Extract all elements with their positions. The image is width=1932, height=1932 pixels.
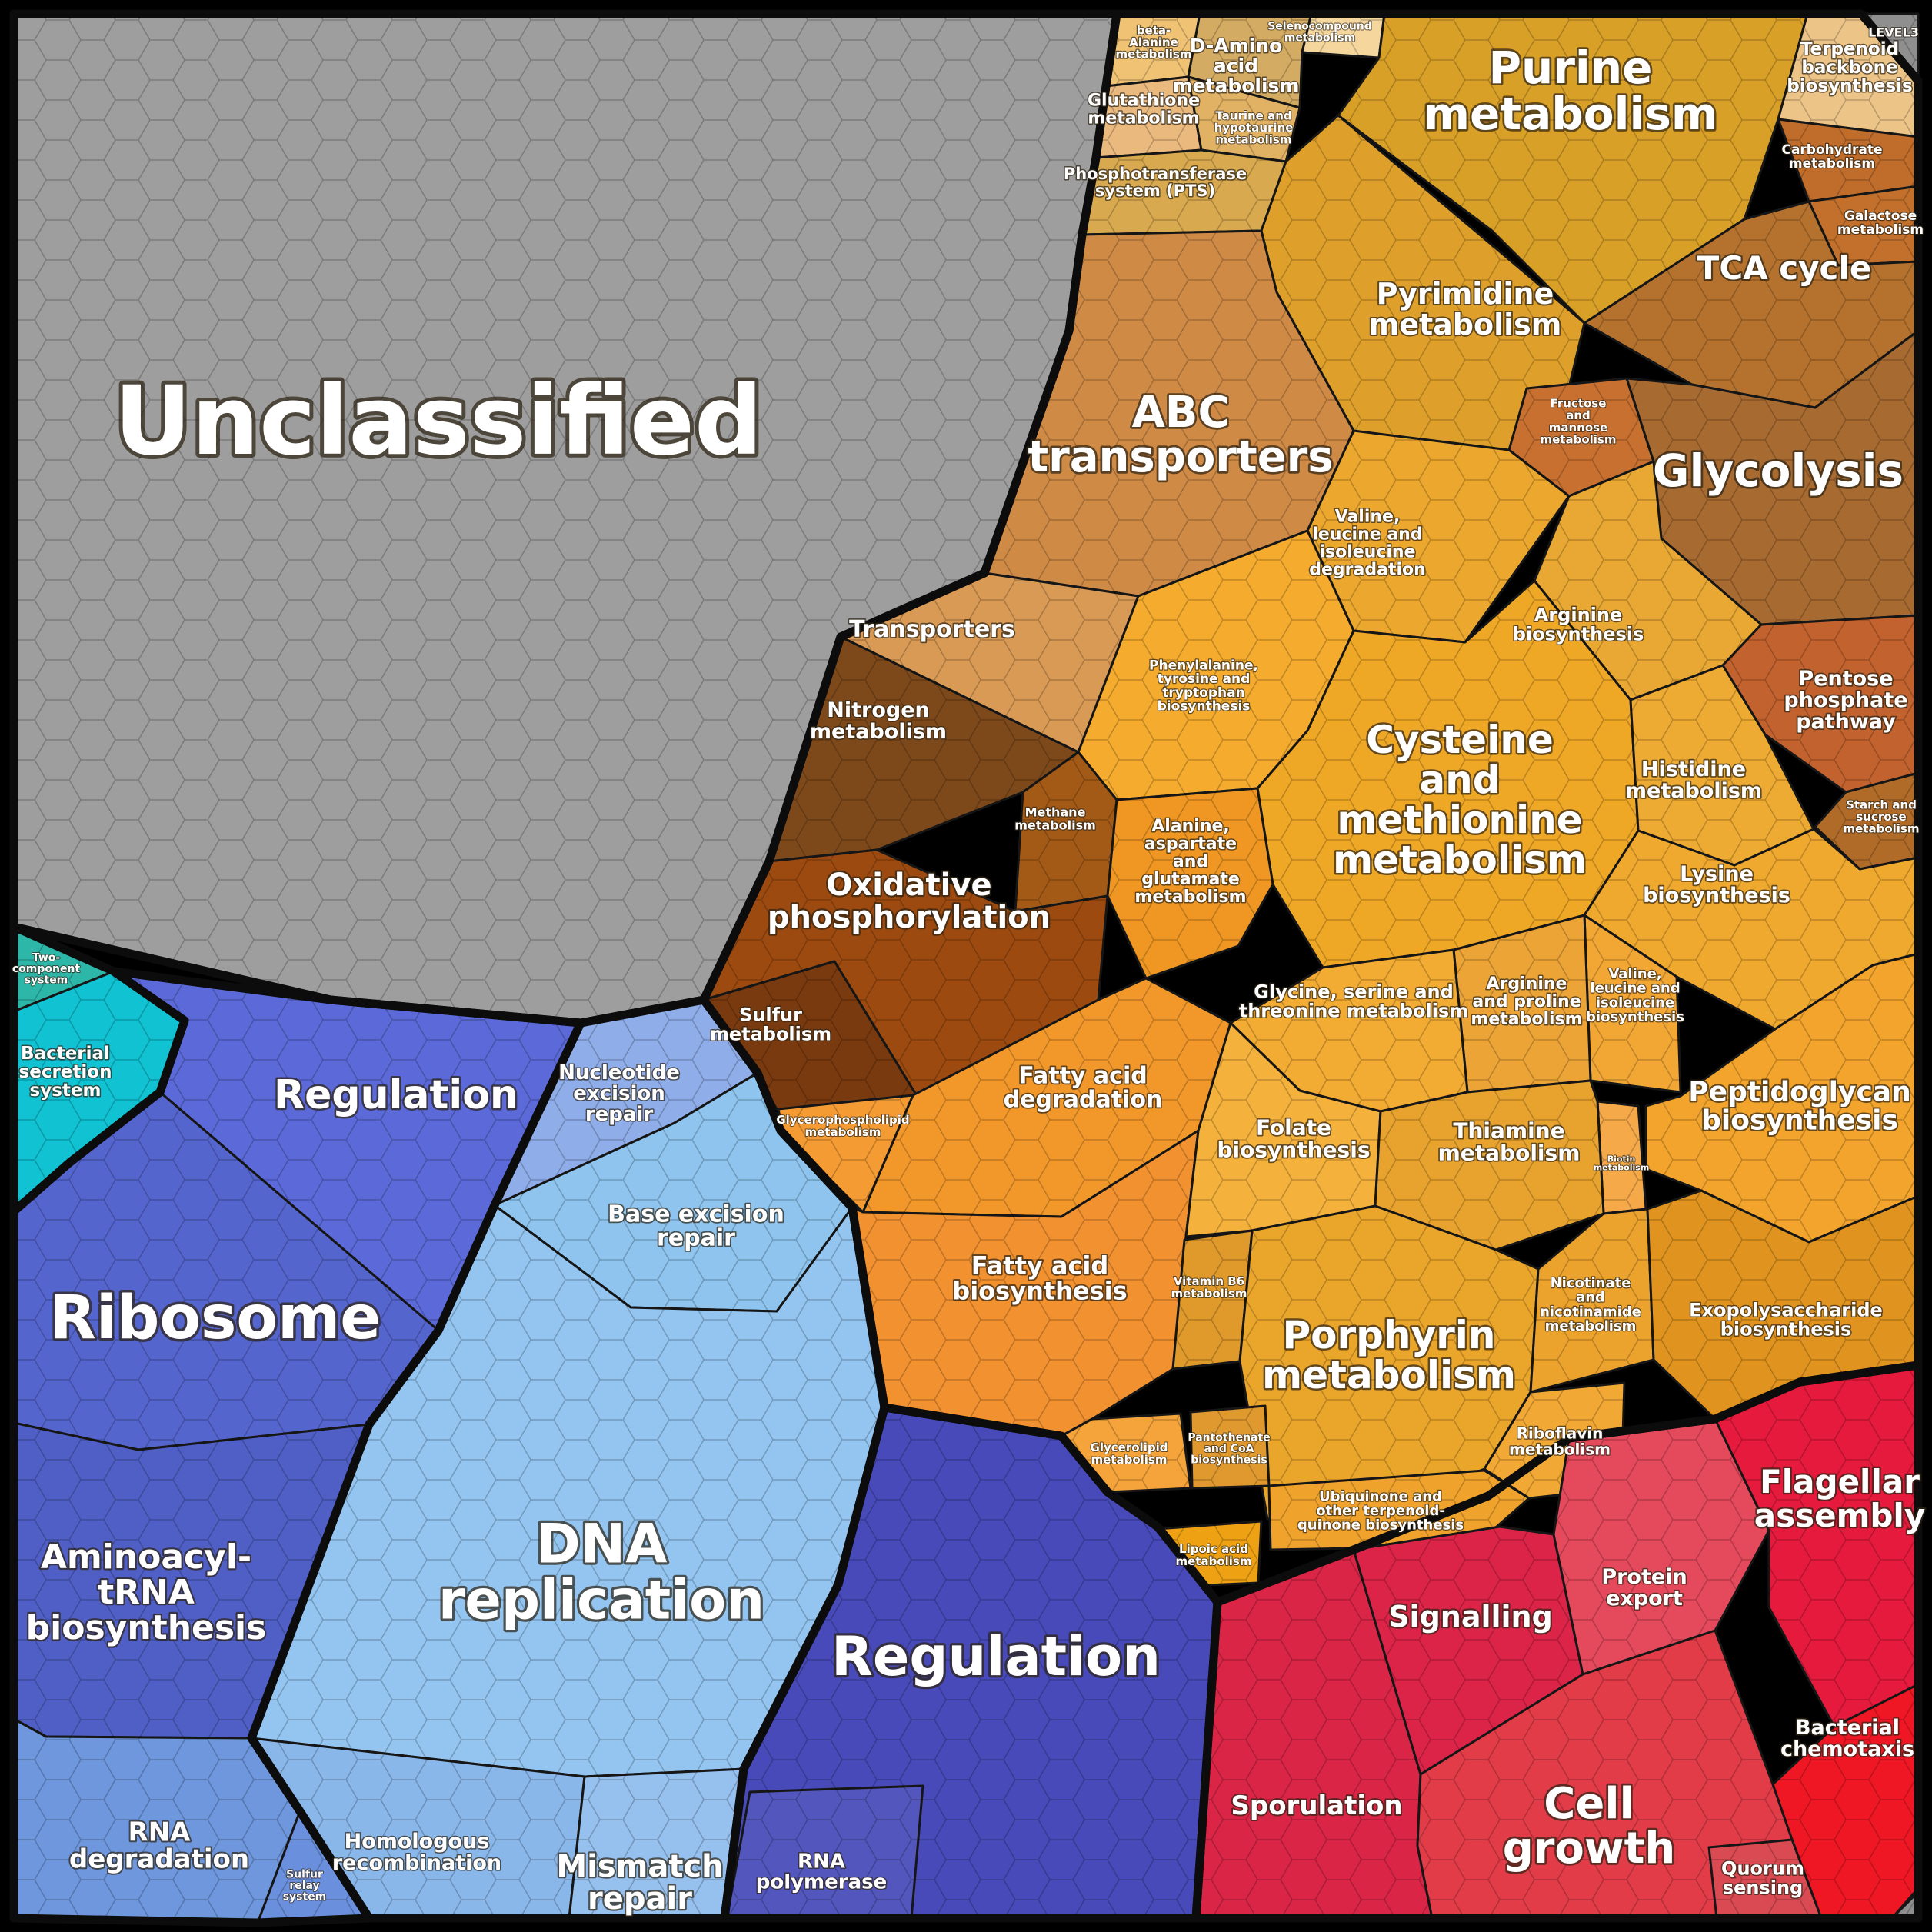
cell-pantothenate[interactable] — [1189, 1404, 1271, 1490]
cell-mismatch[interactable] — [568, 1767, 745, 1920]
cell-selenocompound[interactable] — [1301, 12, 1386, 59]
cell-beta-alanine[interactable] — [1104, 12, 1201, 88]
cell-rna-polymerase[interactable] — [725, 1784, 924, 1920]
cell-glutathione[interactable] — [1094, 75, 1203, 159]
group-outline-metabolism — [699, 9, 1923, 1607]
cell-pts[interactable] — [1081, 148, 1287, 236]
cell-biotin[interactable] — [1596, 1100, 1647, 1215]
